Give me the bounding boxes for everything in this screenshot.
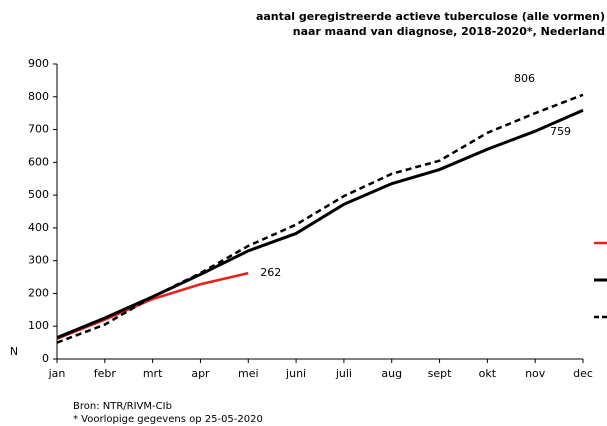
- x-tick-label: apr: [191, 367, 210, 380]
- x-tick-label: aug: [381, 367, 402, 380]
- series-line: [56, 108, 584, 340]
- x-tick-label: juni: [285, 367, 306, 380]
- series-line: [56, 271, 249, 340]
- x-tick-label: nov: [525, 367, 546, 380]
- x-tick-label: jan: [48, 367, 66, 380]
- x-tick-label: juli: [335, 367, 352, 380]
- y-tick-label: 500: [28, 188, 49, 201]
- data-label: 759: [550, 125, 571, 138]
- y-axis-label: N: [10, 345, 18, 358]
- x-tick-label: okt: [479, 367, 497, 380]
- data-label: 262: [260, 266, 281, 279]
- y-tick-label: 600: [28, 155, 49, 168]
- y-tick-label: 700: [28, 123, 49, 136]
- source-note: Bron: NTR/RIVM-CIb: [73, 401, 172, 412]
- chart-title: naar maand van diagnose, 2018-2020*, Ned…: [293, 25, 605, 38]
- y-tick-label: 0: [42, 352, 49, 365]
- chart-title: aantal geregistreerde actieve tuberculos…: [256, 10, 605, 23]
- y-tick-label: 100: [28, 319, 49, 332]
- y-tick-label: 800: [28, 90, 49, 103]
- y-tick-label: 300: [28, 254, 49, 267]
- y-tick-label: 200: [28, 286, 49, 299]
- series-line: [56, 93, 584, 344]
- x-tick-label: dec: [573, 367, 593, 380]
- y-tick-label: 900: [28, 57, 49, 70]
- x-tick-label: mei: [238, 367, 259, 380]
- x-tick-label: febr: [94, 367, 117, 380]
- y-tick-label: 400: [28, 221, 49, 234]
- x-tick-label: mrt: [143, 367, 163, 380]
- x-tick-label: sept: [428, 367, 452, 380]
- data-label: 806: [514, 72, 535, 85]
- footnote: * Voorlopige gegevens op 25-05-2020: [73, 414, 263, 425]
